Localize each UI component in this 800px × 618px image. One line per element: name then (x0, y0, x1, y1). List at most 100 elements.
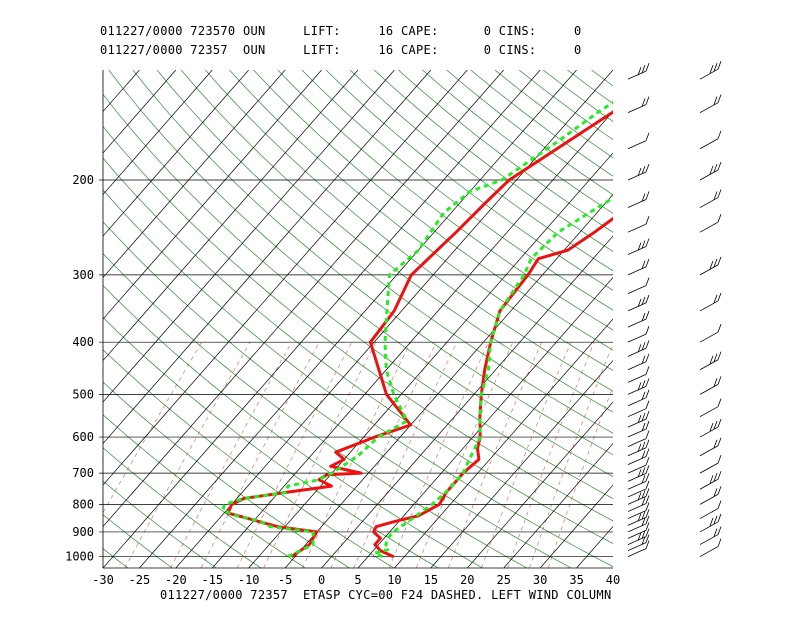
isotherm-line (103, 70, 432, 445)
dry-adiabat-line (769, 60, 800, 568)
mixing-ratio-line (388, 342, 489, 568)
dry-adiabat-line (132, 70, 613, 456)
dry-adiabat-line (301, 70, 613, 311)
dry-adiabat-line (397, 70, 613, 233)
mixing-ratio-line (200, 342, 320, 568)
wind-barb-icon (627, 96, 650, 114)
wind-barb-icon (627, 132, 650, 150)
temperature-tick-label: -30 (92, 573, 114, 587)
dry-adiabat-line (156, 70, 613, 434)
mixing-ratio-line (170, 342, 292, 568)
isotherm-line (103, 70, 213, 196)
dry-adiabat-line (103, 93, 613, 499)
wind-barb-icon (699, 94, 722, 114)
isotherm-line (357, 276, 613, 568)
wind-barb-icon (699, 471, 722, 490)
temperature-tick-label: 10 (387, 573, 401, 587)
wind-barb-icon (699, 500, 722, 519)
wind-barb-icon (699, 398, 722, 418)
dry-adiabat-line (103, 548, 129, 568)
wind-barb-icon (699, 324, 722, 343)
mixing-ratio-line (124, 342, 251, 568)
temperature-tick-label: 25 (496, 573, 510, 587)
dry-adiabat-line (180, 70, 613, 413)
mixing-ratio-line (416, 342, 514, 568)
observed-temperature-line (372, 216, 613, 558)
wind-barb-icon (627, 63, 650, 80)
temperature-tick-label: -20 (165, 573, 187, 587)
dry-adiabat-line (103, 221, 572, 568)
wind-barb-icon (627, 448, 650, 465)
isotherm-line (139, 70, 577, 568)
wind-barb-icon (627, 465, 650, 482)
wind-barb-icon (699, 538, 722, 557)
temperature-tick-label: -15 (201, 573, 223, 587)
dry-adiabat-line (103, 414, 306, 568)
pressure-tick-label: 1000 (65, 550, 94, 564)
mixing-ratio-line (302, 342, 412, 568)
temperature-tick-label: -5 (278, 573, 292, 587)
mixing-ratio-line (236, 342, 353, 568)
wind-barb-icon (627, 495, 650, 512)
temperature-tick-label: 15 (424, 573, 438, 587)
wind-barb-icon (699, 513, 722, 533)
temperature-tick-label: -25 (129, 573, 151, 587)
observed-dewpoint-line (226, 110, 613, 558)
isotherm-line (103, 70, 468, 486)
dry-adiabat-line (349, 70, 613, 272)
temperature-tick-label: 30 (533, 573, 547, 587)
dry-adiabat-line (566, 70, 613, 104)
wind-barb-icon (699, 189, 722, 208)
wind-barb-icon (699, 351, 722, 371)
wind-barb-icon (627, 353, 650, 371)
wind-barb-icon (627, 540, 650, 557)
wind-barb-icon (627, 310, 650, 328)
dry-adiabat-line (204, 70, 613, 392)
wind-barb-icon (627, 439, 650, 457)
temperature-tick-labels: -30 -25 -20 -15 -10 -5 0 5 10 15 20 25 30 35 40 (92, 567, 620, 587)
wind-barb-icon (627, 277, 650, 294)
mixing-ratio-line (103, 342, 202, 514)
isotherm-line (539, 484, 613, 568)
wind-barb-icon (699, 130, 722, 150)
dry-adiabat-line (590, 70, 613, 87)
sounding-header-line-1: 011227/0000 723570 OUN LIFT: 16 CAPE: 0 … (100, 24, 582, 38)
isotherm-line (576, 525, 613, 568)
wind-barb-icon (699, 526, 722, 545)
dry-adiabat-line (103, 253, 527, 568)
dry-adiabat-line (650, 60, 800, 568)
dry-adiabat-line (277, 70, 613, 331)
dry-adiabat-line (674, 60, 800, 568)
dry-adiabat-line (103, 125, 613, 522)
mixing-ratio-line (481, 342, 572, 568)
wind-barb-icon (627, 515, 650, 533)
forecast-temperature-line (373, 196, 613, 558)
dry-adiabat-line (103, 349, 394, 568)
dry-adiabat-line (108, 70, 613, 477)
mixing-ratio-line (547, 385, 613, 568)
pressure-tick-label: 600 (72, 430, 94, 444)
temperature-tick-label: 20 (460, 573, 474, 587)
wind-barb-icon (699, 376, 722, 395)
wind-barb-icon (627, 258, 650, 276)
wind-barb-icon (699, 256, 722, 276)
dry-adiabat-line (0, 60, 84, 568)
isotherm-line (103, 70, 104, 71)
isotherm-line (103, 70, 249, 237)
isotherm-line (321, 235, 613, 568)
pressure-tick-labels: 200 300 400 500 600 700 800 900 1000 (65, 173, 94, 564)
pressure-tick-label: 700 (72, 466, 94, 480)
wind-barb-icon (627, 238, 650, 255)
isotherm-line (103, 70, 504, 528)
wind-barb-icon (699, 61, 722, 80)
dry-adiabat-line (518, 70, 613, 140)
chart-footer: 011227/0000 72357 ETASP CYC=00 F24 DASHE… (160, 588, 612, 602)
wind-columns (627, 61, 722, 557)
dry-adiabat-line (602, 60, 800, 568)
dry-adiabat-line (103, 285, 483, 568)
temperature-tick-label: -10 (238, 573, 260, 587)
wind-barb-icon (699, 486, 722, 505)
isotherms (103, 70, 613, 568)
mixing-ratio-line (448, 342, 542, 568)
temperature-tick-label: 0 (318, 573, 325, 587)
